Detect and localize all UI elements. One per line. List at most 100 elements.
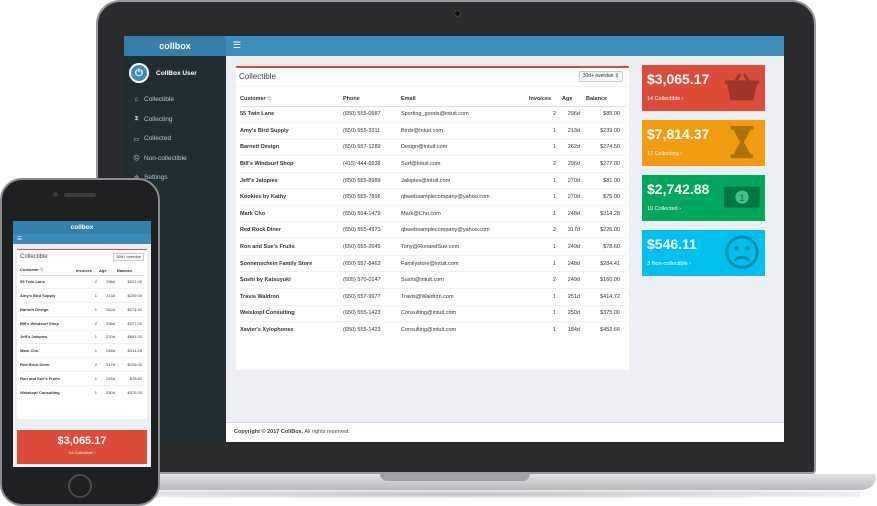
phone-table-row[interactable]: Bill's Windsurf Shop 2 296d $277.00 [20, 315, 144, 330]
laptop-notch [380, 474, 530, 481]
table-row[interactable]: 55 Twin Lane (650) 555-0987 Sporting_goods… [240, 105, 626, 123]
cell-phone: (650) 555-2645 [343, 238, 401, 256]
table-row[interactable]: Barnett Design (650) 557-1289 Design@intui… [240, 138, 626, 156]
cell-phone: (505) 570-0147 [343, 271, 401, 289]
column-header-customer[interactable]: Customer ⇅ [240, 92, 343, 107]
kpi-card-collecting[interactable]: $7,814.37 17 Collecting › [642, 120, 765, 166]
cell-invoices: 1 [529, 321, 562, 339]
laptop-shadow [60, 490, 860, 498]
phone-cell-age: 270d [99, 329, 117, 344]
cell-phone: (650) 555-1423 [343, 304, 401, 322]
cell-age: 184d [562, 321, 586, 339]
brand-logo[interactable]: collbox [124, 36, 226, 56]
cell-email: Surf@Intuit.com [401, 155, 529, 173]
cell-age: 296d [562, 105, 586, 123]
phone-cell-customer: Red Rock Diner [20, 357, 76, 372]
table-row[interactable]: Xavier's Xylophones (650) 555-1423 Consult… [240, 321, 626, 339]
column-header-balance[interactable]: Balance [586, 92, 626, 107]
sort-icon[interactable]: ⇅ [267, 95, 272, 102]
kpi-link[interactable]: 10 Collected › [647, 206, 681, 212]
hamburger-icon[interactable]: ☰ [17, 236, 22, 242]
kpi-amount: $2,742.88 [647, 181, 710, 197]
phone-table-row[interactable]: Barnett Design 1 262d $274.50 [20, 302, 144, 317]
phone-kpi-link[interactable]: 14 Collectible › [68, 450, 96, 455]
cell-balance: $274.50 [586, 138, 626, 156]
phone-table-row[interactable]: Ron and Sue's Fruits 1 249d $78.60 [20, 370, 144, 385]
cell-age: 270d [562, 171, 586, 189]
table-row[interactable]: Sushi by Katsuyuki (505) 570-0147 Sushi@in… [240, 271, 626, 289]
laptop-screen: collbox ⏻ CollBox User ⌂ Collectible ⧗ Coll… [124, 36, 784, 442]
phone-cell-balance: $274.50 [117, 302, 144, 317]
sidebar-item-non-collectible[interactable]: ☹ Non-collectible [124, 149, 226, 169]
laptop-base [40, 474, 876, 490]
phone-home-button[interactable] [68, 474, 92, 498]
cell-customer: 55 Twin Lane [240, 105, 343, 123]
cell-phone: (650) 555-1423 [343, 321, 401, 339]
sidebar-item-collectible[interactable]: ⌂ Collectible [124, 90, 226, 110]
phone-cell-balance: $221.00 [117, 274, 144, 289]
phone-column-header-age[interactable]: Age [99, 266, 117, 276]
cell-phone: (650) 557-8463 [343, 254, 401, 272]
table-row[interactable]: Ron and Sue's Fruits (650) 555-2645 Tony@R… [240, 238, 626, 256]
sidebar-item-collected[interactable]: ▭ Collected [124, 129, 226, 149]
cell-email: Design@intuit.com [401, 138, 529, 156]
phone-table-row[interactable]: Mark Cho 1 248d $314.28 [20, 343, 144, 358]
table-row[interactable]: Travis Waldron (650) 557-9977 Travis@Waldr… [240, 288, 626, 306]
collectible-panel: Collectible 30d+ overdue ⇕ Customer ⇅ Ph… [236, 66, 629, 370]
table-row[interactable]: Jeff's Jalopies (650) 555-8989 Jalopies@in… [240, 171, 626, 189]
kpi-link[interactable]: 14 Collectible › [647, 96, 684, 102]
kpi-link[interactable]: 3 Non-collectible › [647, 261, 692, 267]
phone-cell-invoices: 1 [76, 343, 99, 358]
overdue-filter-select[interactable]: 30d+ overdue ⇕ [578, 71, 623, 82]
phone-brand-logo[interactable]: collbox [13, 221, 151, 234]
phone-column-header-customer[interactable]: Customer ⇅ [20, 266, 76, 276]
table-row[interactable]: Bill's Windsurf Shop (415) 444-6538 Surf@I… [240, 155, 626, 173]
hamburger-icon[interactable]: ☰ [233, 40, 242, 50]
phone-kpi-collectible[interactable]: $3,065.17 14 Collectible › [17, 430, 147, 464]
cell-balance: $452.66 [586, 321, 626, 339]
sidebar-item-collecting[interactable]: ⧗ Collecting [124, 110, 226, 130]
laptop-camera [454, 10, 461, 17]
cell-phone: (650) 555-0987 [343, 105, 401, 123]
phone-overdue-filter-select[interactable]: 30d+ overdue [113, 253, 144, 261]
cell-balance: $277.00 [586, 155, 626, 173]
hourglass-icon [723, 125, 761, 161]
cell-customer: Ron and Sue's Fruits [240, 238, 343, 256]
kpi-link[interactable]: 17 Collecting › [647, 151, 683, 157]
kpi-card-collectible[interactable]: $3,065.17 14 Collectible › [642, 65, 765, 111]
kpi-card-collected[interactable]: $2,742.88 10 Collected › 1 [642, 175, 765, 221]
phone-column-header-invoices[interactable]: Invoices [76, 266, 99, 276]
phone-column-header-balance[interactable]: Balance [117, 266, 144, 276]
table-row[interactable]: Sonnenschein Family Store (650) 557-8463 F… [240, 254, 626, 272]
table-row[interactable]: Amy's Bird Supply (650) 555-3311 Birds@Int… [240, 122, 626, 140]
column-header-phone[interactable]: Phone [343, 92, 401, 107]
table-row[interactable]: Red Rock Diner (650) 555-4973 qbwebsamplec… [240, 221, 626, 239]
sort-icon[interactable]: ⇅ [39, 267, 44, 274]
top-navbar: ☰ [226, 36, 784, 56]
column-header-email[interactable]: Email [401, 92, 529, 107]
phone-table-row[interactable]: 55 Twin Lane 2 296d $221.00 [20, 274, 144, 289]
cell-email: Sporting_goods@intuit.com [401, 105, 529, 123]
table-row[interactable]: Kookies by Kathy (650) 555-7896 qbwebsampl… [240, 188, 626, 206]
kpi-amount: $3,065.17 [647, 71, 710, 87]
table-row[interactable]: Mark Cho (650) 554-1479 Mark@Cho.com 1 248d $… [240, 205, 626, 223]
phone-table-row[interactable]: Red Rock Diner 2 317d $226.00 [20, 357, 144, 372]
table-header-row: Customer ⇅ Phone Email Invoices Age Bala… [240, 92, 626, 107]
phone-table-row[interactable]: Amy's Bird Supply 1 213d $239.00 [20, 288, 144, 303]
kpi-card-non-collectible[interactable]: $546.11 3 Non-collectible › [642, 230, 765, 276]
money-icon: ▭ [133, 135, 140, 143]
column-header-invoices[interactable]: Invoices [529, 92, 562, 107]
phone-table-row[interactable]: Weiskopf Consulting 1 250d $375.00 [20, 384, 144, 399]
panel-title: Collectible [239, 72, 276, 81]
cell-phone: (415) 444-6538 [343, 155, 401, 173]
column-header-age[interactable]: Age [562, 92, 586, 107]
phone-cell-balance: $277.00 [117, 315, 144, 330]
cell-age: 262d [562, 138, 586, 156]
money-icon: 1 [723, 180, 761, 216]
table-row[interactable]: Weiskopf Consulting (650) 555-1423 Consult… [240, 304, 626, 322]
cell-customer: Travis Waldron [240, 288, 343, 306]
phone-cell-age: 249d [99, 370, 117, 385]
phone-table-row[interactable]: Jeff's Jalopies 1 270d $681.00 [20, 329, 144, 344]
kpi-amount: $546.11 [647, 236, 697, 252]
